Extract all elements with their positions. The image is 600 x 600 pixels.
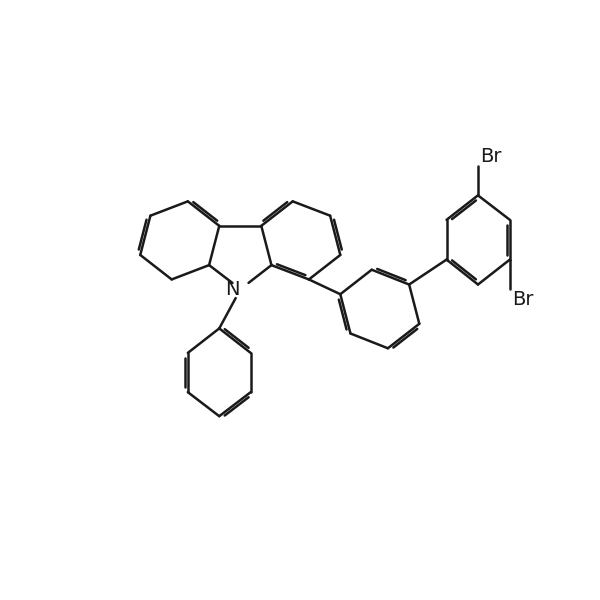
Text: Br: Br: [512, 290, 533, 309]
Text: N: N: [225, 280, 239, 299]
Text: Br: Br: [480, 146, 502, 166]
